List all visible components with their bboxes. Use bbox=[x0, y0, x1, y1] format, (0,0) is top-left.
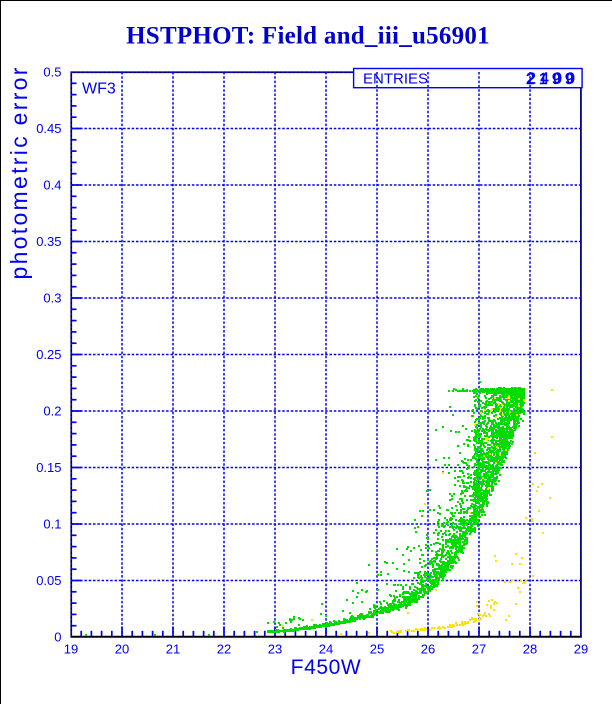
svg-text:25: 25 bbox=[370, 642, 384, 657]
svg-text:0.5: 0.5 bbox=[43, 65, 61, 80]
svg-text:0: 0 bbox=[553, 71, 562, 88]
svg-text:23: 23 bbox=[268, 642, 282, 657]
svg-text:20: 20 bbox=[115, 642, 129, 657]
svg-text:24: 24 bbox=[319, 642, 333, 657]
svg-text:0.3: 0.3 bbox=[43, 291, 61, 306]
svg-text:ENTRIES: ENTRIES bbox=[363, 71, 428, 88]
svg-text:0.45: 0.45 bbox=[36, 121, 61, 136]
svg-text:0.15: 0.15 bbox=[36, 460, 61, 475]
svg-text:29: 29 bbox=[574, 642, 588, 657]
svg-text:9: 9 bbox=[552, 71, 561, 88]
svg-text:1: 1 bbox=[539, 71, 548, 88]
svg-text:photometric error: photometric error bbox=[6, 65, 32, 279]
svg-text:27: 27 bbox=[472, 642, 486, 657]
svg-text:9: 9 bbox=[565, 71, 574, 88]
svg-text:0: 0 bbox=[54, 630, 61, 645]
svg-text:WF3: WF3 bbox=[82, 81, 116, 98]
svg-text:0.2: 0.2 bbox=[43, 404, 61, 419]
svg-text:F450W: F450W bbox=[291, 656, 362, 679]
svg-text:2: 2 bbox=[527, 71, 536, 88]
svg-text:26: 26 bbox=[421, 642, 435, 657]
svg-text:2: 2 bbox=[526, 71, 535, 88]
svg-text:0.05: 0.05 bbox=[36, 573, 61, 588]
svg-text:22: 22 bbox=[217, 642, 231, 657]
svg-text:0.4: 0.4 bbox=[43, 178, 61, 193]
svg-text:0.1: 0.1 bbox=[43, 517, 61, 532]
svg-text:0.35: 0.35 bbox=[36, 234, 61, 249]
svg-text:HSTPHOT: Field and_iii_u56901: HSTPHOT: Field and_iii_u56901 bbox=[126, 23, 490, 50]
svg-text:0: 0 bbox=[566, 71, 575, 88]
svg-text:19: 19 bbox=[64, 642, 78, 657]
svg-text:28: 28 bbox=[523, 642, 537, 657]
svg-text:21: 21 bbox=[166, 642, 180, 657]
svg-text:4: 4 bbox=[540, 71, 549, 88]
svg-text:0.25: 0.25 bbox=[36, 347, 61, 362]
